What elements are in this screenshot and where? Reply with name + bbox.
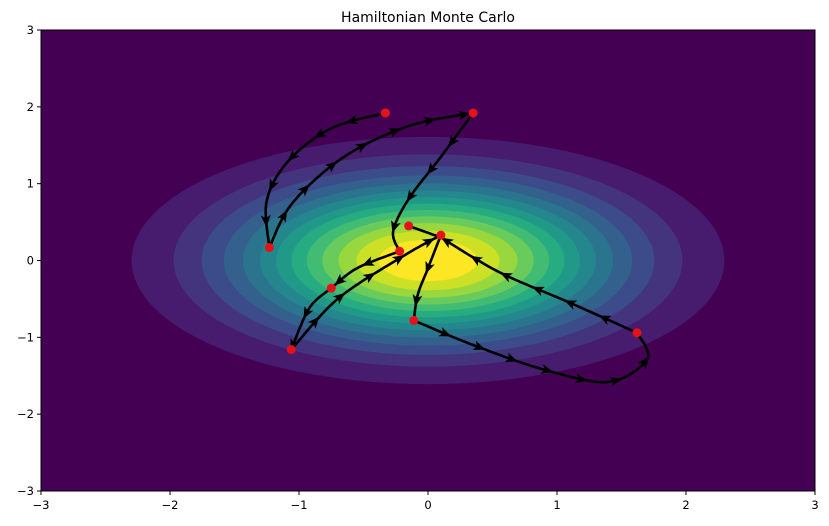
trajectory-arrow bbox=[314, 127, 328, 139]
trajectory-arrow bbox=[421, 238, 435, 249]
trajectory-arrow bbox=[354, 143, 368, 154]
trajectory-arrow bbox=[276, 209, 288, 223]
y-tick-label: −3 bbox=[17, 484, 34, 498]
y-axis: −3 −2 −1 0 1 2 3 bbox=[17, 23, 41, 498]
trajectory-arrow bbox=[609, 377, 623, 387]
trajectory-arrow bbox=[472, 340, 486, 351]
density-contours bbox=[41, 30, 815, 491]
trajectory-arrow bbox=[470, 255, 484, 267]
trajectory-arrow bbox=[362, 272, 376, 284]
trajectory-arrow bbox=[406, 189, 418, 203]
y-tick-label: −1 bbox=[17, 330, 34, 344]
trajectory-line bbox=[413, 319, 650, 384]
x-axis: −3 −2 −1 0 1 2 3 bbox=[33, 491, 819, 512]
sample-point bbox=[380, 108, 390, 118]
trajectory-arrow bbox=[574, 373, 588, 384]
trajectory-arrow bbox=[307, 316, 320, 329]
sample-point bbox=[264, 242, 274, 252]
trajectory-arrow bbox=[324, 161, 338, 173]
trajectory-arrow bbox=[269, 178, 279, 192]
x-tick-label: 1 bbox=[553, 498, 560, 512]
trajectory-arrow bbox=[637, 356, 650, 370]
sample-point bbox=[404, 221, 414, 231]
trajectory-paths bbox=[260, 110, 650, 387]
trajectory-arrow bbox=[297, 184, 310, 197]
y-tick-label: 1 bbox=[27, 177, 34, 191]
trajectory-arrow bbox=[260, 214, 271, 228]
trajectory-arrow bbox=[361, 256, 375, 266]
trajectory-arrow bbox=[531, 286, 545, 297]
trajectory-line bbox=[408, 224, 442, 239]
trajectory-arrow bbox=[332, 292, 346, 305]
sample-point bbox=[468, 108, 478, 118]
sample-point bbox=[436, 230, 446, 240]
y-tick-label: 2 bbox=[27, 100, 34, 114]
y-tick-label: 3 bbox=[27, 23, 34, 37]
y-tick-label: 0 bbox=[27, 254, 34, 268]
y-tick-label: −2 bbox=[17, 407, 34, 421]
x-tick-label: 0 bbox=[424, 498, 431, 512]
trajectory-arrow bbox=[500, 272, 514, 283]
trajectory-arrow bbox=[303, 305, 314, 319]
trajectory-arrow bbox=[540, 364, 554, 374]
trajectory-arrow bbox=[391, 255, 405, 266]
sample-point bbox=[326, 283, 336, 293]
x-tick-label: −2 bbox=[162, 498, 179, 512]
trajectory-arrow bbox=[438, 327, 452, 337]
trajectory-arrow bbox=[441, 237, 455, 249]
sample-points bbox=[264, 108, 642, 355]
trajectory-arrow bbox=[423, 116, 436, 127]
trajectory-arrow bbox=[457, 110, 471, 121]
trajectory-arrow bbox=[448, 134, 460, 148]
sample-point bbox=[395, 246, 405, 256]
sample-point bbox=[286, 345, 296, 355]
trajectory-arrow bbox=[287, 149, 300, 162]
sample-point bbox=[409, 315, 419, 325]
trajectory-arrow bbox=[426, 162, 439, 175]
trajectory-line bbox=[290, 287, 333, 351]
trajectory-arrow bbox=[345, 114, 359, 125]
trajectory-arrow bbox=[598, 315, 612, 326]
trajectory-arrow bbox=[391, 219, 401, 233]
x-tick-label: 2 bbox=[682, 498, 689, 512]
x-tick-label: −1 bbox=[291, 498, 308, 512]
x-tick-label: 3 bbox=[811, 498, 818, 512]
chart-title: Hamiltonian Monte Carlo bbox=[341, 10, 515, 26]
trajectory-arrow bbox=[504, 352, 518, 363]
sample-point bbox=[632, 328, 642, 338]
trajectory-arrow bbox=[334, 273, 347, 286]
x-tick-label: −3 bbox=[33, 498, 50, 512]
trajectory-arrow bbox=[388, 128, 402, 138]
trajectory-line bbox=[412, 234, 443, 321]
trajectory-arrow bbox=[412, 293, 423, 307]
trajectory-arrow bbox=[425, 260, 435, 274]
trajectory-arrow bbox=[564, 300, 578, 310]
